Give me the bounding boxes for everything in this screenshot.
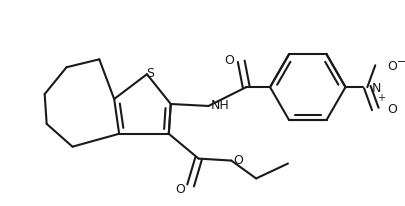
Text: O: O: [175, 182, 185, 195]
Text: +: +: [377, 92, 385, 103]
Text: −: −: [396, 57, 405, 67]
Text: O: O: [387, 60, 397, 73]
Text: O: O: [233, 153, 243, 166]
Text: NH: NH: [211, 98, 229, 111]
Text: O: O: [387, 103, 397, 116]
Text: N: N: [371, 81, 381, 94]
Text: O: O: [224, 54, 234, 67]
Text: S: S: [146, 67, 154, 80]
